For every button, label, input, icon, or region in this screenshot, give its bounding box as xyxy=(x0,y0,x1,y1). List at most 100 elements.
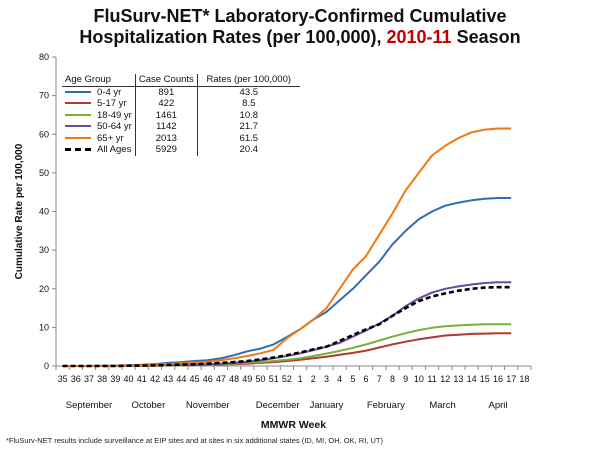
legend-case-count: 1461 xyxy=(134,109,198,121)
legend-age-group-cell: All Ages xyxy=(62,144,135,156)
y-tick-label: 40 xyxy=(39,207,49,217)
x-tick-label: 5 xyxy=(350,374,355,384)
month-label: March xyxy=(429,400,455,411)
legend-case-count: 2013 xyxy=(134,132,198,144)
legend-header-case-counts: Case Counts xyxy=(134,74,198,87)
legend-rate: 43.5 xyxy=(196,86,300,98)
x-tick-label: 17 xyxy=(506,374,516,384)
legend-rate: 61.5 xyxy=(196,132,300,144)
x-tick-label: 35 xyxy=(58,374,68,384)
title-line-2-suffix: Season xyxy=(451,27,521,47)
x-tick-label: 52 xyxy=(282,374,292,384)
title-line-2-prefix: Hospitalization Rates (per 100,000), xyxy=(79,27,387,47)
legend-series-name: 0-4 yr xyxy=(97,86,122,98)
legend-age-group-cell: 5-17 yr xyxy=(62,98,135,110)
legend-case-count: 1142 xyxy=(134,121,198,133)
x-tick-label: 3 xyxy=(324,374,329,384)
legend-age-group-cell: 65+ yr xyxy=(62,133,135,145)
legend-row: 0-4 yr 891 43.5 xyxy=(62,86,300,98)
legend-swatch xyxy=(65,102,91,105)
y-tick-label: 30 xyxy=(39,245,49,255)
legend-row: All Ages 5929 20.4 xyxy=(62,144,300,156)
legend-table: Age Group Case Counts Rates (per 100,000… xyxy=(62,74,300,156)
legend-row: 5-17 yr 422 8.5 xyxy=(62,98,300,110)
y-tick-label: 20 xyxy=(39,284,49,294)
series-line-all-ages xyxy=(62,285,512,368)
x-tick-label: 37 xyxy=(84,374,94,384)
x-tick-label: 39 xyxy=(110,374,120,384)
legend-case-count: 422 xyxy=(134,98,198,110)
x-tick-label: 49 xyxy=(242,374,252,384)
x-tick-label: 7 xyxy=(377,374,382,384)
legend-header-rates: Rates (per 100,000) xyxy=(196,74,300,87)
month-label: December xyxy=(256,400,300,411)
x-tick-label: 46 xyxy=(203,374,213,384)
x-tick-label: 12 xyxy=(440,374,450,384)
legend-body: 0-4 yr 891 43.5 5-17 yr 422 8.5 18-49 yr 1461 10… xyxy=(62,86,300,156)
x-tick-label: 50 xyxy=(256,374,266,384)
month-label: October xyxy=(131,400,165,411)
legend-header-age-group: Age Group xyxy=(62,74,136,87)
title-line-1: FluSurv-NET* Laboratory-Confirmed Cumula… xyxy=(93,6,507,26)
chart-title: FluSurv-NET* Laboratory-Confirmed Cumula… xyxy=(0,6,600,48)
legend-rate: 21.7 xyxy=(196,121,300,133)
legend-row: 50-64 yr 1142 21.7 xyxy=(62,121,300,133)
month-label: January xyxy=(310,400,344,411)
series-line-0-4-yr xyxy=(62,197,512,367)
x-tick-label: 51 xyxy=(269,374,279,384)
x-tick-label: 38 xyxy=(97,374,107,384)
legend-age-group-cell: 50-64 yr xyxy=(62,121,135,133)
legend-row: 65+ yr 2013 61.5 xyxy=(62,132,300,145)
title-season-highlight: 2010-11 xyxy=(386,27,452,47)
x-tick-label: 8 xyxy=(390,374,395,384)
x-tick-label: 42 xyxy=(150,374,160,384)
month-label: November xyxy=(186,400,230,411)
y-axis-title: Cumulative Rate per 100,000 xyxy=(14,143,25,279)
x-tick-label: 18 xyxy=(519,374,529,384)
legend-case-count: 5929 xyxy=(134,144,198,156)
y-tick-label: 50 xyxy=(39,168,49,178)
x-tick-label: 36 xyxy=(71,374,81,384)
month-label: February xyxy=(367,400,405,411)
legend-rate: 20.4 xyxy=(196,144,300,156)
footnote: *FluSurv-NET results include surveillanc… xyxy=(6,436,383,445)
legend-series-name: 18-49 yr xyxy=(97,109,132,121)
legend-swatch xyxy=(65,90,91,93)
legend-row: 18-49 yr 1461 10.8 xyxy=(62,109,300,122)
x-tick-label: 4 xyxy=(337,374,342,384)
title-line-2: Hospitalization Rates (per 100,000), 201… xyxy=(0,27,600,48)
legend-age-group-cell: 0-4 yr xyxy=(62,86,135,98)
x-tick-label: 6 xyxy=(364,374,369,384)
y-tick-label: 70 xyxy=(39,91,49,101)
x-tick-label: 43 xyxy=(163,374,173,384)
legend-swatch xyxy=(65,125,91,128)
legend-rate: 8.5 xyxy=(196,98,300,110)
x-tick-label: 15 xyxy=(480,374,490,384)
legend-case-count: 891 xyxy=(134,86,198,98)
legend-swatch xyxy=(65,113,91,116)
x-tick-label: 41 xyxy=(137,374,147,384)
legend-series-name: 50-64 yr xyxy=(97,121,132,132)
legend-age-group-cell: 18-49 yr xyxy=(62,110,135,122)
x-tick-label: 48 xyxy=(229,374,239,384)
legend-series-name: 65+ yr xyxy=(97,132,124,144)
x-tick-label: 14 xyxy=(467,374,477,384)
month-label: September xyxy=(66,400,112,411)
month-label: April xyxy=(489,400,508,411)
x-tick-label: 10 xyxy=(414,374,424,384)
legend-header-row: Age Group Case Counts Rates (per 100,000… xyxy=(62,74,300,87)
x-tick-label: 1 xyxy=(298,374,303,384)
y-tick-label: 60 xyxy=(39,129,49,139)
series-line-65-yr xyxy=(62,127,512,367)
x-tick-label: 9 xyxy=(403,374,408,384)
x-tick-label: 16 xyxy=(493,374,503,384)
legend-rate: 10.8 xyxy=(196,109,300,121)
legend-swatch xyxy=(65,136,91,139)
x-tick-label: 40 xyxy=(124,374,134,384)
x-axis-title: MMWR Week xyxy=(261,419,326,431)
x-tick-label: 45 xyxy=(190,374,200,384)
x-tick-label: 2 xyxy=(311,374,316,384)
x-tick-label: 13 xyxy=(453,374,463,384)
x-tick-label: 11 xyxy=(427,374,436,384)
